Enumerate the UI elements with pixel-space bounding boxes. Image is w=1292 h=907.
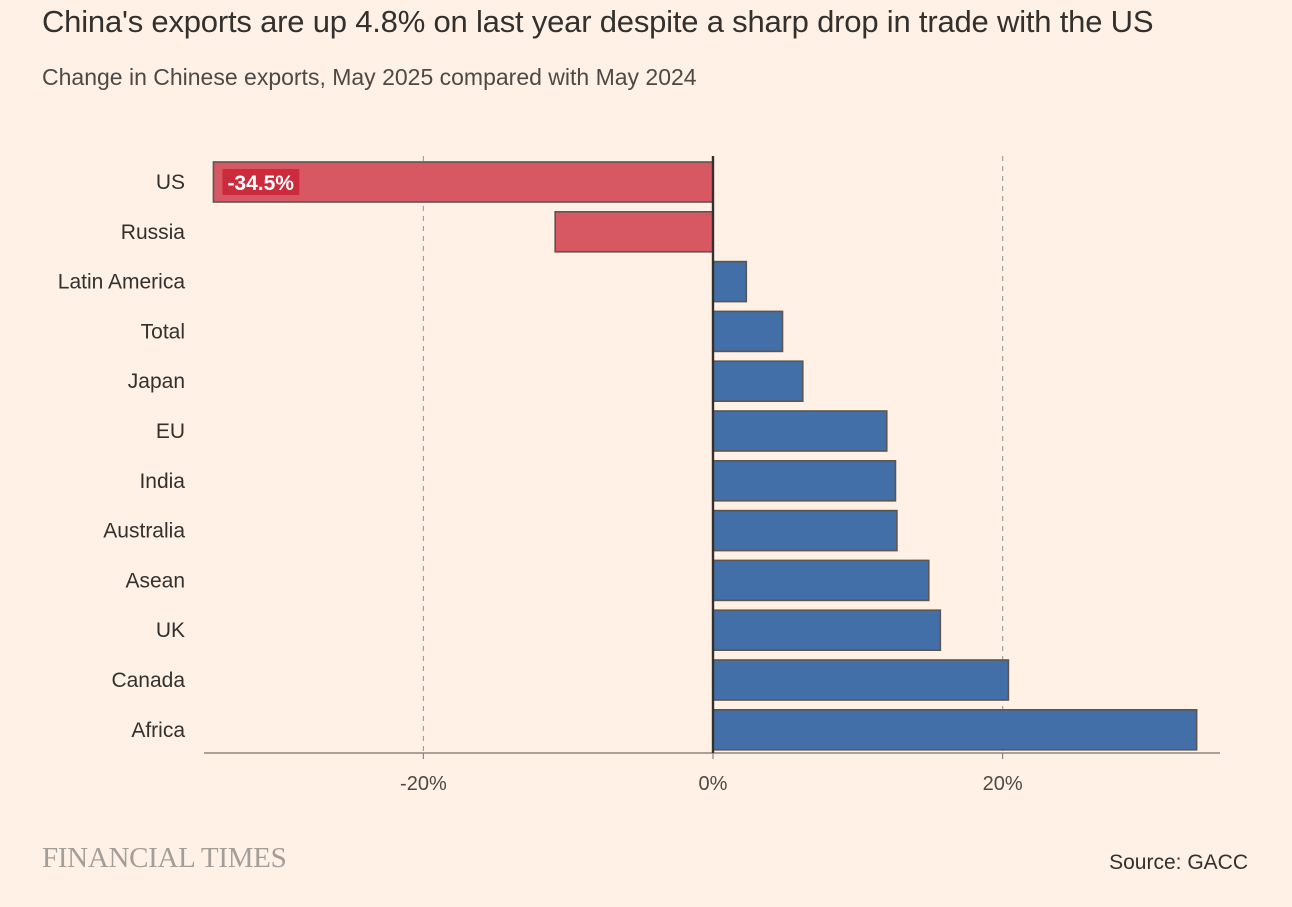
category-label: India — [139, 470, 185, 493]
bar-russia — [554, 211, 714, 253]
bar-latin-america — [712, 260, 748, 303]
category-label: Russia — [121, 221, 186, 244]
bars — [212, 161, 1198, 751]
chart-subtitle: Change in Chinese exports, May 2025 comp… — [42, 64, 697, 90]
brand-logo: FINANCIAL TIMES — [42, 842, 287, 874]
bar-eu — [712, 410, 888, 452]
category-label: US — [156, 171, 185, 194]
tick-label: 20% — [983, 773, 1023, 795]
category-label: Total — [141, 320, 185, 343]
bar-uk — [712, 609, 942, 652]
category-label: Canada — [111, 669, 185, 692]
chart-title: China's exports are up 4.8% on last year… — [42, 4, 1154, 39]
category-label: UK — [156, 619, 185, 642]
category-label: Latin America — [58, 271, 186, 294]
category-label: EU — [156, 420, 185, 443]
category-label: Asean — [125, 569, 185, 592]
category-labels: US Russia Latin America Total Japan EU India Au… — [58, 171, 186, 742]
data-label-background — [222, 169, 300, 195]
axes — [204, 156, 1220, 759]
category-label: Africa — [131, 719, 185, 742]
bar-chart: US Russia Latin America Total Japan EU India Au… — [58, 156, 1220, 795]
tick-label: -20% — [400, 773, 447, 795]
bar-japan — [712, 360, 804, 403]
data-labels: -34.5% — [222, 169, 300, 195]
bar-india — [712, 459, 897, 502]
category-label: Japan — [128, 370, 185, 393]
category-label: Australia — [103, 520, 185, 543]
data-label: -34.5% — [227, 172, 294, 195]
bar-asean — [712, 559, 930, 602]
source-note: Source: GACC — [1109, 851, 1248, 874]
tick-label: 0% — [699, 773, 728, 795]
bar-africa — [712, 708, 1198, 751]
bar-total — [712, 310, 784, 353]
tick-labels: -20% 0% 20% — [400, 773, 1023, 795]
bar-australia — [712, 509, 898, 552]
bar-canada — [712, 659, 1010, 701]
